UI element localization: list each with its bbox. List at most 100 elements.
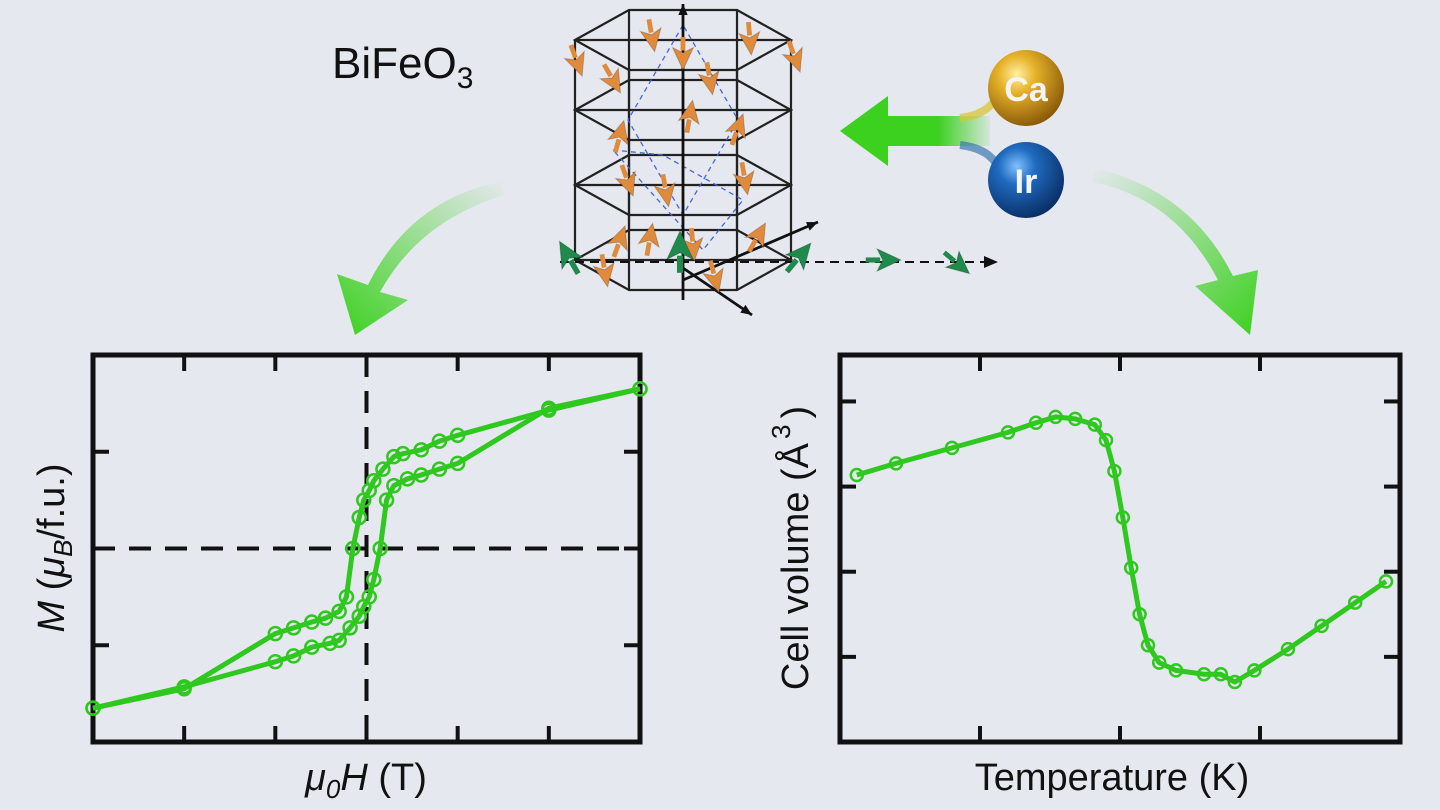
spin-arrow-orange-icon [732, 161, 755, 196]
c-axis-arrow-head [678, 4, 688, 16]
spin-cone-body [724, 112, 746, 141]
left-y-axis-label: M (μB/f.u.) [31, 463, 78, 632]
data-point [338, 589, 355, 605]
spin-cone-stem [680, 37, 686, 51]
spin-cone-body [743, 221, 767, 250]
data-point [1196, 667, 1212, 682]
data-point [1087, 417, 1103, 432]
spin-arrow-orange-icon [637, 222, 660, 257]
ir-label: Ir [1015, 163, 1038, 201]
data-point [413, 467, 429, 483]
spin-arrow-orange-icon [598, 63, 622, 95]
spin-arrow-green-icon [558, 240, 585, 276]
spin-arrow-orange-icon [563, 44, 585, 78]
data-point [386, 448, 402, 465]
spin-cone-body [943, 249, 971, 275]
data-point [849, 467, 865, 483]
spin-cone-body [639, 26, 662, 53]
spin-cone-body [732, 169, 755, 196]
data-point [342, 620, 358, 636]
data-point [1168, 663, 1184, 678]
spin-cone-body [677, 99, 700, 126]
data-point [285, 648, 302, 664]
data-point [944, 440, 960, 456]
data-point [399, 471, 416, 487]
data-point [449, 427, 466, 444]
spin-cone-stem [689, 227, 695, 242]
ir-atom-icon [988, 142, 1064, 218]
data-point [345, 540, 361, 557]
spin-cone-body [783, 242, 812, 272]
spin-cone-stem [739, 161, 747, 176]
spin-cone-stem [646, 18, 654, 33]
data-point [1028, 415, 1044, 430]
spin-cone-stem [568, 44, 578, 59]
spin-cone-stem [786, 40, 796, 55]
spin-cone-stem [660, 173, 668, 188]
spin-cone-stem [611, 243, 621, 258]
data-point [1132, 607, 1147, 622]
data-point [1098, 432, 1114, 448]
cell-volume-chart [837, 352, 1403, 745]
data-point [1048, 409, 1063, 425]
ca-label: Ca [1004, 71, 1049, 109]
spin-arrow-orange-icon [653, 173, 676, 208]
spin-cone-stem [613, 138, 622, 154]
data-point [1000, 425, 1016, 440]
spin-arrow-orange-icon [606, 224, 628, 258]
curved-arrow-right-icon [1092, 168, 1258, 335]
spin-arrow-orange-icon [671, 37, 695, 72]
data-point [1140, 638, 1156, 653]
data-point [351, 509, 367, 526]
right-y-axis-label: Cell volume (Å3) [766, 406, 817, 690]
spin-cone-body [665, 229, 695, 261]
spin-cone-body [781, 45, 803, 74]
spin-arrow-green-icon [942, 249, 971, 275]
spin-cone-stem [729, 131, 739, 146]
spin-arrow-green-icon [665, 229, 695, 273]
data-point [331, 632, 347, 649]
data-point [1247, 663, 1262, 678]
data-point [372, 540, 388, 557]
data-point [1213, 667, 1229, 682]
spin-cone-body [653, 181, 676, 208]
spin-cone-body [563, 49, 585, 78]
spin-arrow-orange-icon [639, 18, 662, 53]
spin-cone-stem [676, 255, 684, 273]
series-line-0 [856, 414, 1388, 685]
spin-cone-body [875, 247, 903, 273]
ir-connector [959, 141, 999, 165]
data-point [386, 477, 402, 494]
data-point [1067, 411, 1083, 427]
spin-cone-body [606, 224, 628, 253]
data-point [1280, 641, 1296, 657]
spin-arrow-orange-icon [724, 112, 746, 146]
spin-cone-body [606, 119, 629, 147]
spin-cone-stem [784, 258, 799, 274]
data-point [378, 492, 395, 508]
spin-cone-body [592, 261, 615, 288]
data-point [1378, 574, 1394, 589]
left-x-axis-label: μ0H (T) [304, 757, 427, 804]
data-point [431, 461, 448, 477]
data-point [331, 603, 347, 620]
data-point [413, 442, 429, 458]
spin-cone-body [614, 169, 636, 198]
spin-arrow-orange-icon [697, 61, 720, 96]
data-point [449, 455, 466, 472]
data-point [322, 635, 338, 652]
dopant-arrow-icon [840, 96, 990, 166]
data-point [1227, 674, 1243, 690]
spin-cone-stem [568, 259, 581, 276]
spin-cone-body [701, 266, 724, 294]
spin-cone-stem [684, 119, 692, 134]
spin-cone-stem [942, 250, 957, 263]
spin-cone-body [737, 30, 761, 57]
spin-arrow-orange-icon [743, 221, 767, 253]
spin-cone-stem [704, 61, 712, 76]
spin-arrow-orange-icon [781, 40, 803, 74]
spin-cone-body [598, 66, 622, 95]
data-point [356, 492, 372, 508]
data-point [395, 445, 411, 462]
data-point [431, 433, 448, 449]
